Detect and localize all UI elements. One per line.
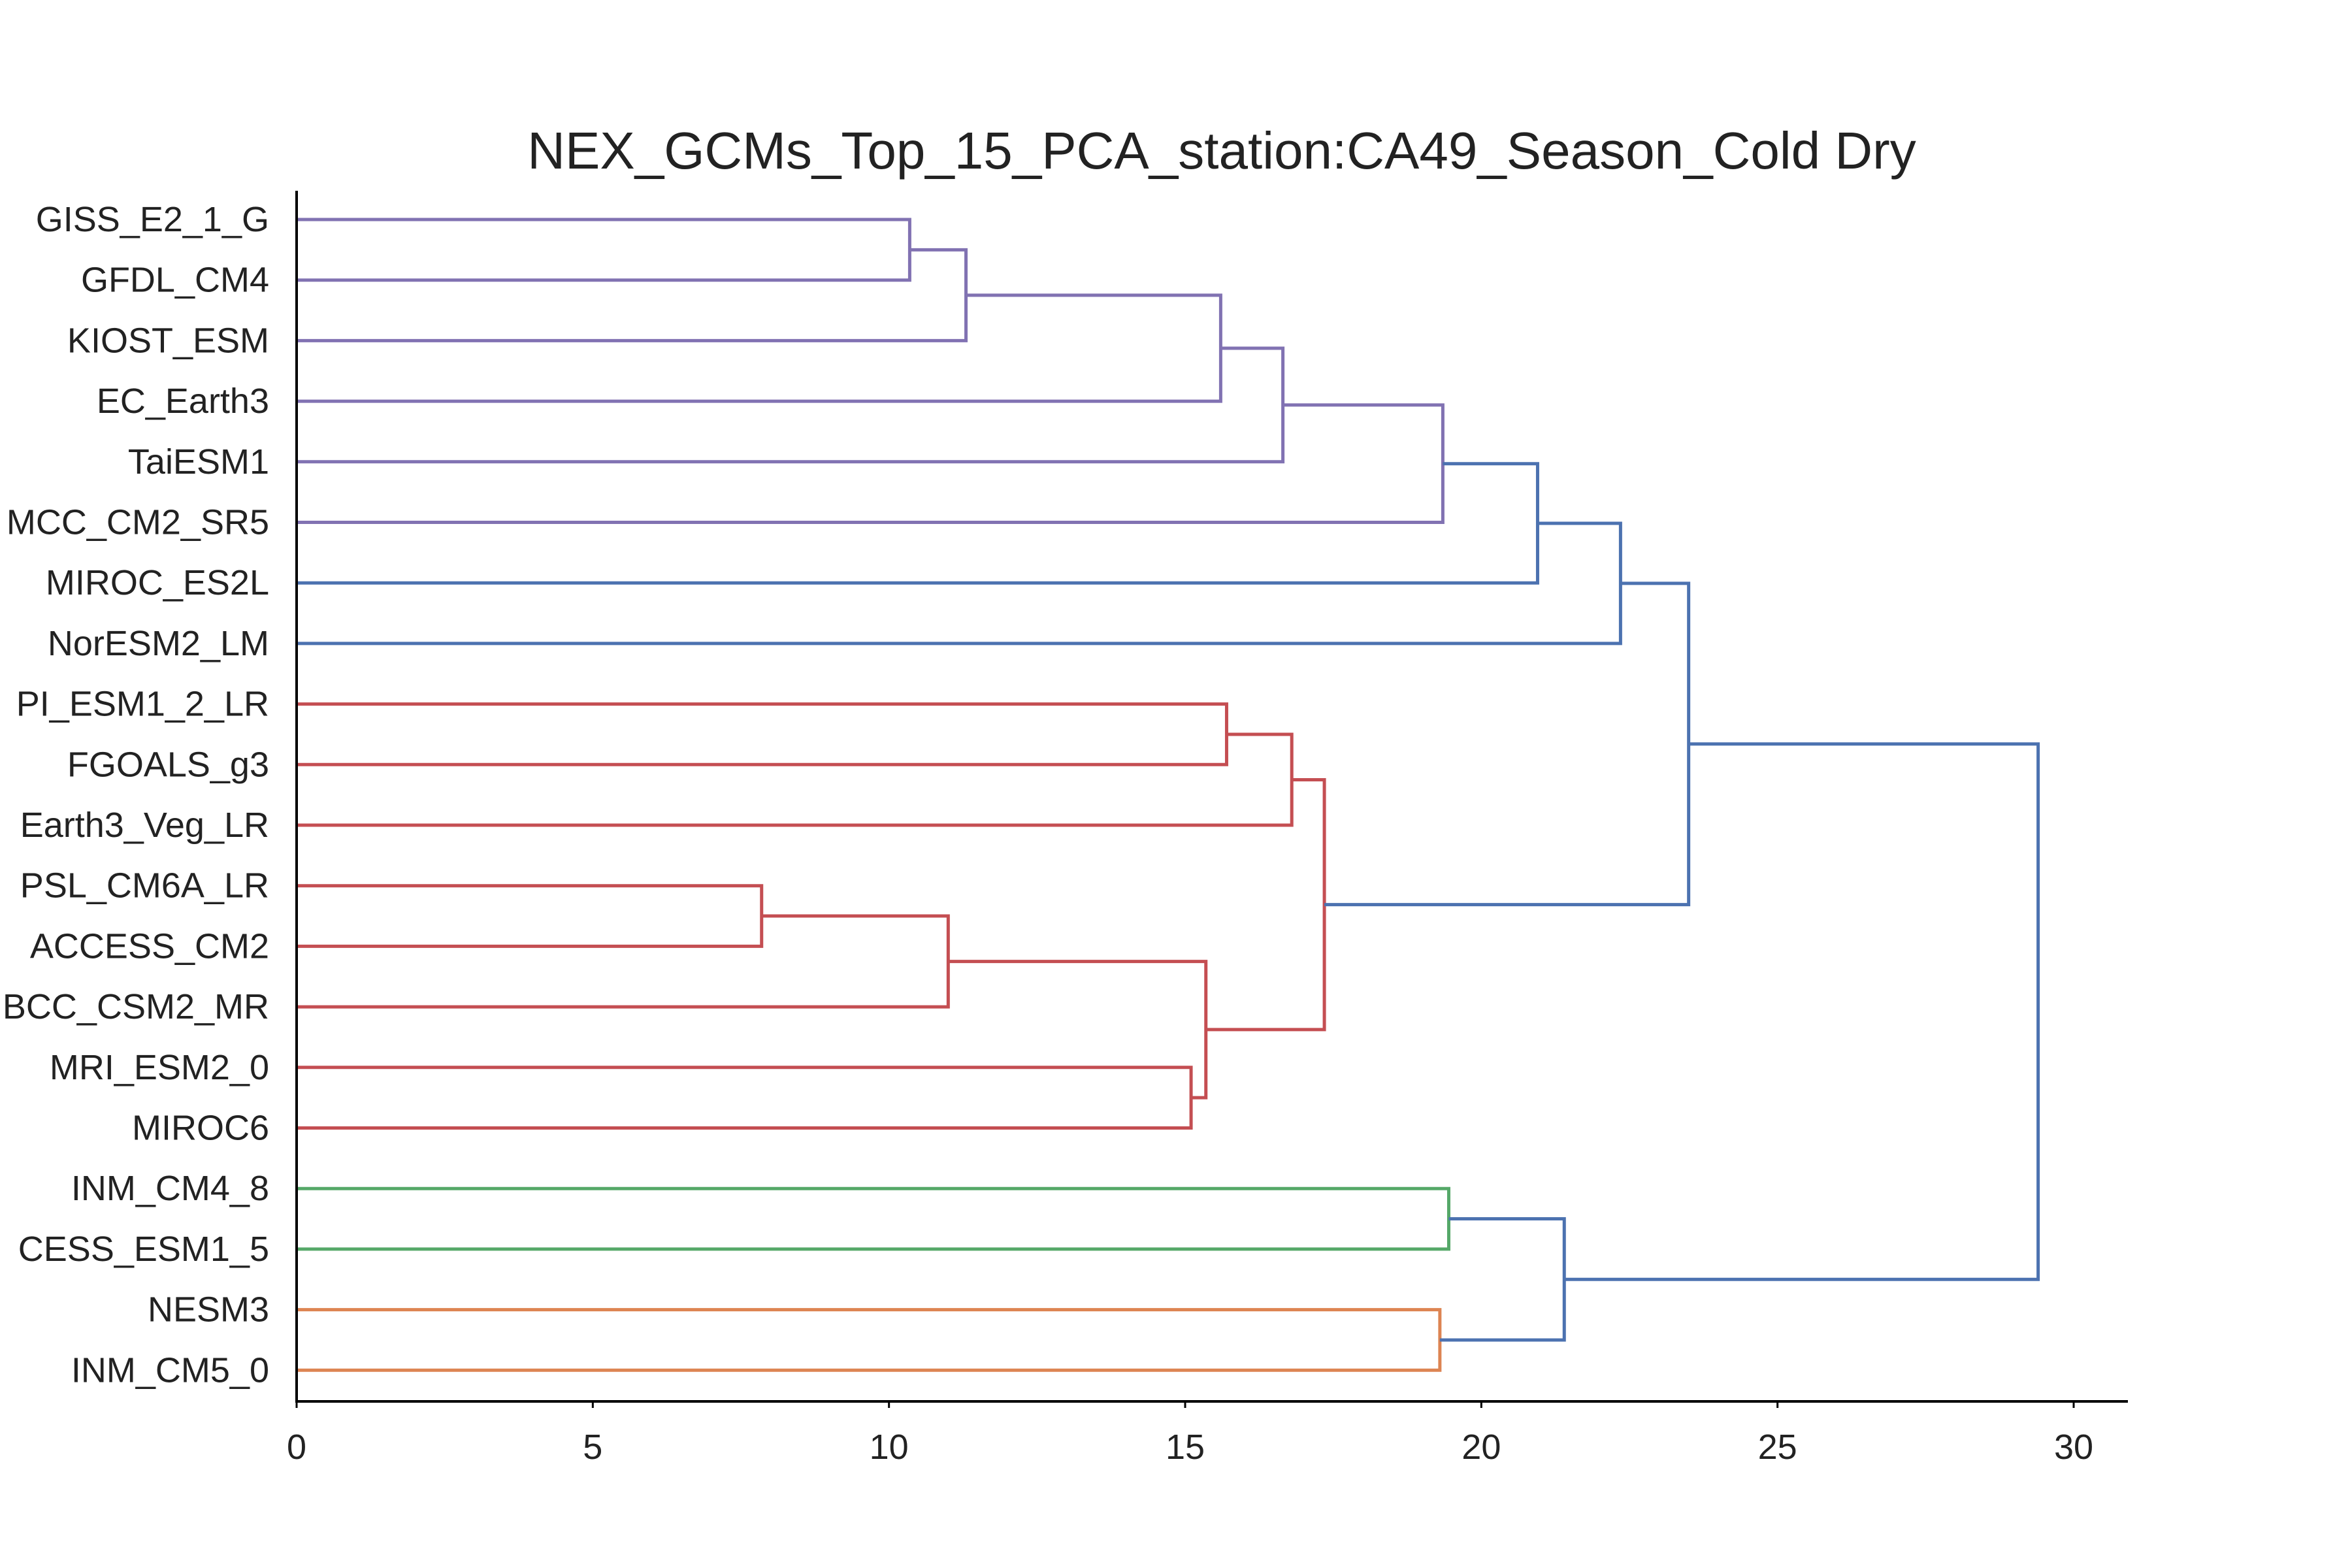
leaf-label: GFDL_CM4 xyxy=(81,261,269,300)
leaf-label: ACCESS_CM2 xyxy=(30,926,269,966)
x-tick-label: 15 xyxy=(1166,1428,1205,1467)
leaf-label: MCC_CM2_SR5 xyxy=(7,503,269,542)
x-tick-label: 0 xyxy=(287,1428,306,1467)
leaf-label: PI_ESM1_2_LR xyxy=(16,685,269,724)
leaf-label: MIROC_ES2L xyxy=(46,563,269,602)
dendrogram-links xyxy=(297,218,2040,1372)
dendrogram-link xyxy=(297,702,1228,766)
dendrogram-link xyxy=(297,914,950,1009)
leaf-label: MRI_ESM2_0 xyxy=(50,1048,269,1087)
dendrogram-link xyxy=(1324,581,1691,907)
dendrogram-link xyxy=(297,218,911,282)
leaf-label: CESS_ESM1_5 xyxy=(18,1230,269,1269)
leaf-label: BCC_CSM2_MR xyxy=(3,987,269,1026)
dendrogram-link xyxy=(297,346,1285,464)
dendrogram-link xyxy=(297,403,1445,524)
dendrogram-link xyxy=(297,1308,1442,1372)
leaf-label: GISS_E2_1_G xyxy=(36,200,269,239)
leaf-label: PSL_CM6A_LR xyxy=(20,866,269,906)
dendrogram-link xyxy=(297,293,1222,403)
axes xyxy=(295,191,2128,1403)
dendrogram-link xyxy=(1439,1217,1566,1342)
dendrogram-link xyxy=(948,960,1208,1100)
x-axis-ticks: 0 5 10 15 20 25 30 xyxy=(287,1401,2093,1467)
leaf-label: INM_CM4_8 xyxy=(71,1169,269,1208)
leaf-label: KIOST_ESM xyxy=(67,321,269,360)
leaf-label: MIROC6 xyxy=(132,1109,269,1148)
x-tick-label: 10 xyxy=(870,1428,909,1467)
chart-title: NEX_GCMs_Top_15_PCA_station:CA49_Season_… xyxy=(527,122,1916,180)
x-tick-label: 5 xyxy=(583,1428,602,1467)
leaf-label: NorESM2_LM xyxy=(48,624,269,663)
dendrogram-link xyxy=(297,248,968,342)
x-tick-label: 25 xyxy=(1758,1428,1797,1467)
dendrogram-link xyxy=(297,1186,1450,1251)
leaf-label: INM_CM5_0 xyxy=(71,1350,269,1390)
leaf-label: FGOALS_g3 xyxy=(67,745,269,784)
leaf-label: Earth3_Veg_LR xyxy=(20,806,269,845)
x-tick-label: 30 xyxy=(2054,1428,2093,1467)
dendrogram-link xyxy=(297,1066,1193,1130)
dendrogram-link xyxy=(297,732,1294,827)
dendrogram-link xyxy=(1205,777,1326,1032)
leaf-label: EC_Earth3 xyxy=(97,382,269,421)
leaf-label: TaiESM1 xyxy=(128,442,269,482)
leaf-labels: GISS_E2_1_G GFDL_CM4 KIOST_ESM EC_Earth3 Tai… xyxy=(3,200,269,1390)
dendrogram-link xyxy=(297,884,764,948)
dendrogram-link xyxy=(1564,742,2040,1281)
leaf-label: NESM3 xyxy=(148,1290,269,1330)
x-tick-label: 20 xyxy=(1462,1428,1501,1467)
